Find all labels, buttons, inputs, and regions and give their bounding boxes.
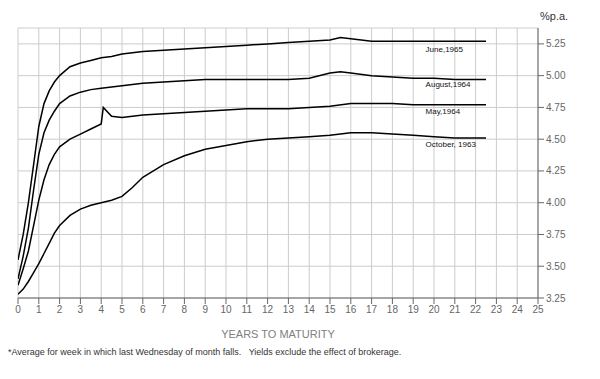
svg-text:19: 19 — [408, 304, 420, 315]
svg-text:3.75: 3.75 — [546, 229, 566, 240]
svg-text:20: 20 — [428, 304, 440, 315]
svg-text:August,1964: August,1964 — [426, 80, 471, 89]
svg-text:17: 17 — [366, 304, 378, 315]
svg-text:13: 13 — [283, 304, 295, 315]
svg-text:16: 16 — [345, 304, 357, 315]
svg-text:22: 22 — [470, 304, 482, 315]
svg-text:18: 18 — [387, 304, 399, 315]
svg-text:5: 5 — [119, 304, 125, 315]
svg-text:6: 6 — [140, 304, 146, 315]
svg-text:3.50: 3.50 — [546, 261, 566, 272]
svg-text:0: 0 — [15, 304, 21, 315]
svg-text:4.50: 4.50 — [546, 134, 566, 145]
svg-text:9: 9 — [202, 304, 208, 315]
html-text:%p.a.: %p.a. — [540, 10, 569, 22]
svg-text:15: 15 — [324, 304, 336, 315]
svg-text:June,1965: June,1965 — [426, 45, 464, 54]
svg-text:1: 1 — [36, 304, 42, 315]
svg-text:YEARS TO MATURITY: YEARS TO MATURITY — [221, 328, 335, 340]
svg-text:10: 10 — [220, 304, 232, 315]
svg-text:25: 25 — [532, 304, 544, 315]
svg-text:23: 23 — [491, 304, 503, 315]
svg-text:4.25: 4.25 — [546, 165, 566, 176]
svg-text:3.25: 3.25 — [546, 293, 566, 304]
svg-text:7: 7 — [161, 304, 167, 315]
svg-text:4.00: 4.00 — [546, 197, 566, 208]
svg-text:24: 24 — [512, 304, 524, 315]
svg-text:May,1964: May,1964 — [426, 107, 461, 116]
svg-text:5.25: 5.25 — [546, 38, 566, 49]
svg-text:21: 21 — [449, 304, 461, 315]
svg-text:October, 1963: October, 1963 — [426, 140, 477, 149]
svg-text:12: 12 — [262, 304, 274, 315]
svg-text:8: 8 — [182, 304, 188, 315]
svg-text:3: 3 — [78, 304, 84, 315]
svg-text:5.00: 5.00 — [546, 70, 566, 81]
svg-text:2: 2 — [57, 304, 63, 315]
svg-text:4.75: 4.75 — [546, 102, 566, 113]
html-text:*Average for week in which las: *Average for week in which last Wednesda… — [8, 347, 402, 357]
svg-text:4: 4 — [98, 304, 104, 315]
svg-text:11: 11 — [242, 304, 253, 315]
svg-text:14: 14 — [304, 304, 316, 315]
